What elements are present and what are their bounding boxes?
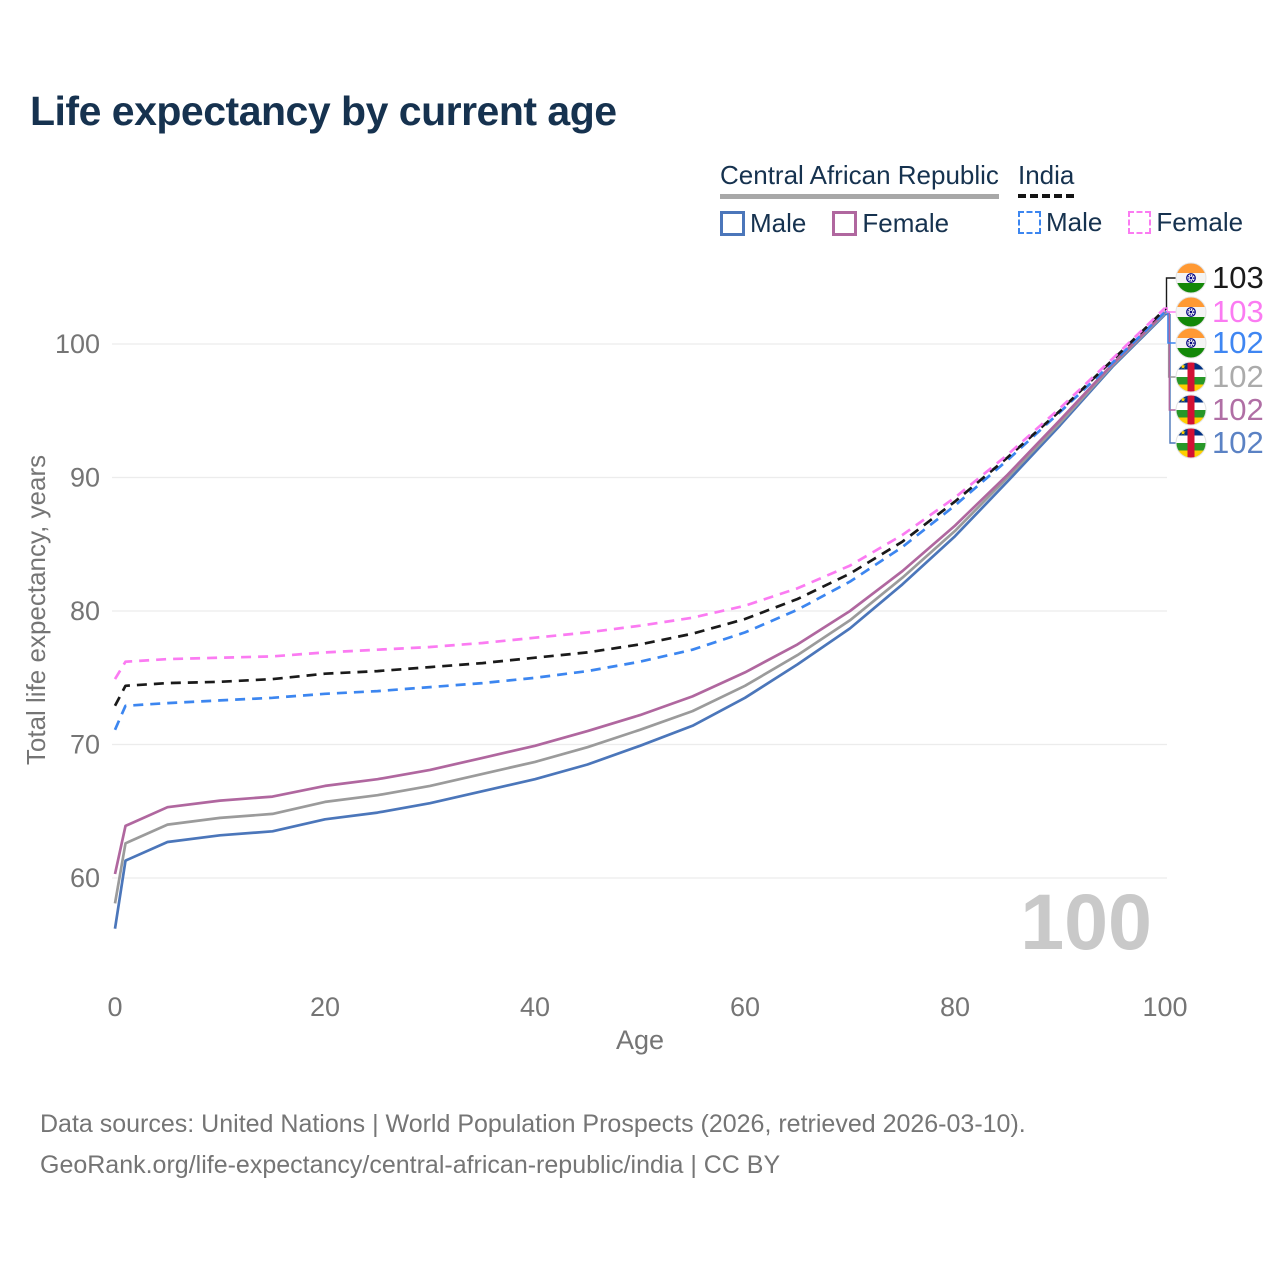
- end-value-label: 102: [1212, 392, 1264, 427]
- series-line-india_female: [113, 307, 1166, 680]
- y-tick-label: 70: [70, 730, 100, 760]
- leader-line: [1165, 312, 1176, 378]
- y-tick-label: 100: [55, 329, 100, 359]
- x-tick-label: 100: [1142, 992, 1187, 1022]
- legend-country-label[interactable]: Central African Republic: [720, 160, 999, 199]
- data-series: [113, 307, 1166, 929]
- y-tick-label: 90: [70, 463, 100, 493]
- footer-data-sources: Data sources: United Nations | World Pop…: [40, 1110, 1026, 1138]
- solid-line-swatch-icon: [720, 211, 745, 236]
- watermark-value: 100: [1020, 877, 1152, 966]
- x-tick-label: 80: [940, 992, 970, 1022]
- india-flag-icon: [1175, 296, 1207, 328]
- x-axis-title: Age: [616, 1025, 664, 1055]
- central-african-republic-flag-icon: [1175, 361, 1207, 393]
- legend-item-label: Male: [750, 208, 807, 238]
- footer: Data sources: United Nations | World Pop…: [40, 1104, 1026, 1186]
- end-value-label: 102: [1212, 325, 1264, 360]
- legend-country-label[interactable]: India: [1018, 160, 1075, 198]
- leader-line: [1165, 307, 1176, 313]
- legend-item-india-female[interactable]: Female: [1128, 207, 1243, 238]
- y-tick-label: 60: [70, 863, 100, 893]
- gridlines: [112, 343, 1167, 879]
- series-line-car_male: [113, 313, 1166, 929]
- legend-row: Male Female: [1018, 207, 1243, 238]
- x-axis-ticks: 0 20 40 60 80 100: [107, 992, 1187, 1022]
- legend-item-car-male[interactable]: Male: [720, 208, 806, 239]
- legend-item-label: Female: [1156, 207, 1244, 237]
- legend-item-car-female[interactable]: Female: [832, 208, 949, 239]
- y-tick-label: 80: [70, 596, 100, 626]
- end-value-label: 103: [1212, 294, 1264, 329]
- y-axis-ticks: 60 70 80 90 100: [55, 329, 100, 893]
- leader-line: [1165, 277, 1176, 310]
- dashed-line-swatch-icon: [1128, 211, 1152, 234]
- legend-row: Male Female: [720, 208, 999, 239]
- legend-group-central-african-republic: Central African Republic Male Female: [720, 160, 999, 239]
- central-african-republic-flag-icon: [1175, 427, 1207, 459]
- leader-line: [1165, 311, 1176, 344]
- x-tick-label: 20: [310, 992, 340, 1022]
- legend-item-india-male[interactable]: Male: [1018, 207, 1102, 238]
- page-title: Life expectancy by current age: [30, 88, 617, 134]
- end-value-label: 103: [1212, 260, 1264, 295]
- india-flag-icon: [1175, 327, 1207, 359]
- x-tick-label: 0: [107, 992, 122, 1022]
- dashed-line-swatch-icon: [1018, 211, 1041, 234]
- central-african-republic-flag-icon: [1175, 394, 1207, 426]
- series-line-india_total: [113, 308, 1166, 707]
- x-tick-label: 40: [520, 992, 550, 1022]
- legend-item-label: Male: [1046, 207, 1103, 237]
- end-value-label: 102: [1212, 359, 1264, 394]
- solid-line-swatch-icon: [832, 211, 858, 236]
- series-line-car_female: [113, 311, 1166, 875]
- footer-attribution: GeoRank.org/life-expectancy/central-afri…: [40, 1151, 781, 1179]
- y-axis-title: Total life expectancy, years: [21, 455, 51, 765]
- legend-item-label: Female: [862, 208, 950, 238]
- legend-group-india: India Male Female: [1018, 160, 1243, 238]
- x-tick-label: 60: [730, 992, 760, 1022]
- series-line-india_male: [113, 311, 1166, 731]
- end-value-label: 102: [1212, 425, 1264, 460]
- leader-line: [1165, 313, 1176, 444]
- india-flag-icon: [1175, 262, 1207, 294]
- series-line-car_total: [113, 312, 1166, 904]
